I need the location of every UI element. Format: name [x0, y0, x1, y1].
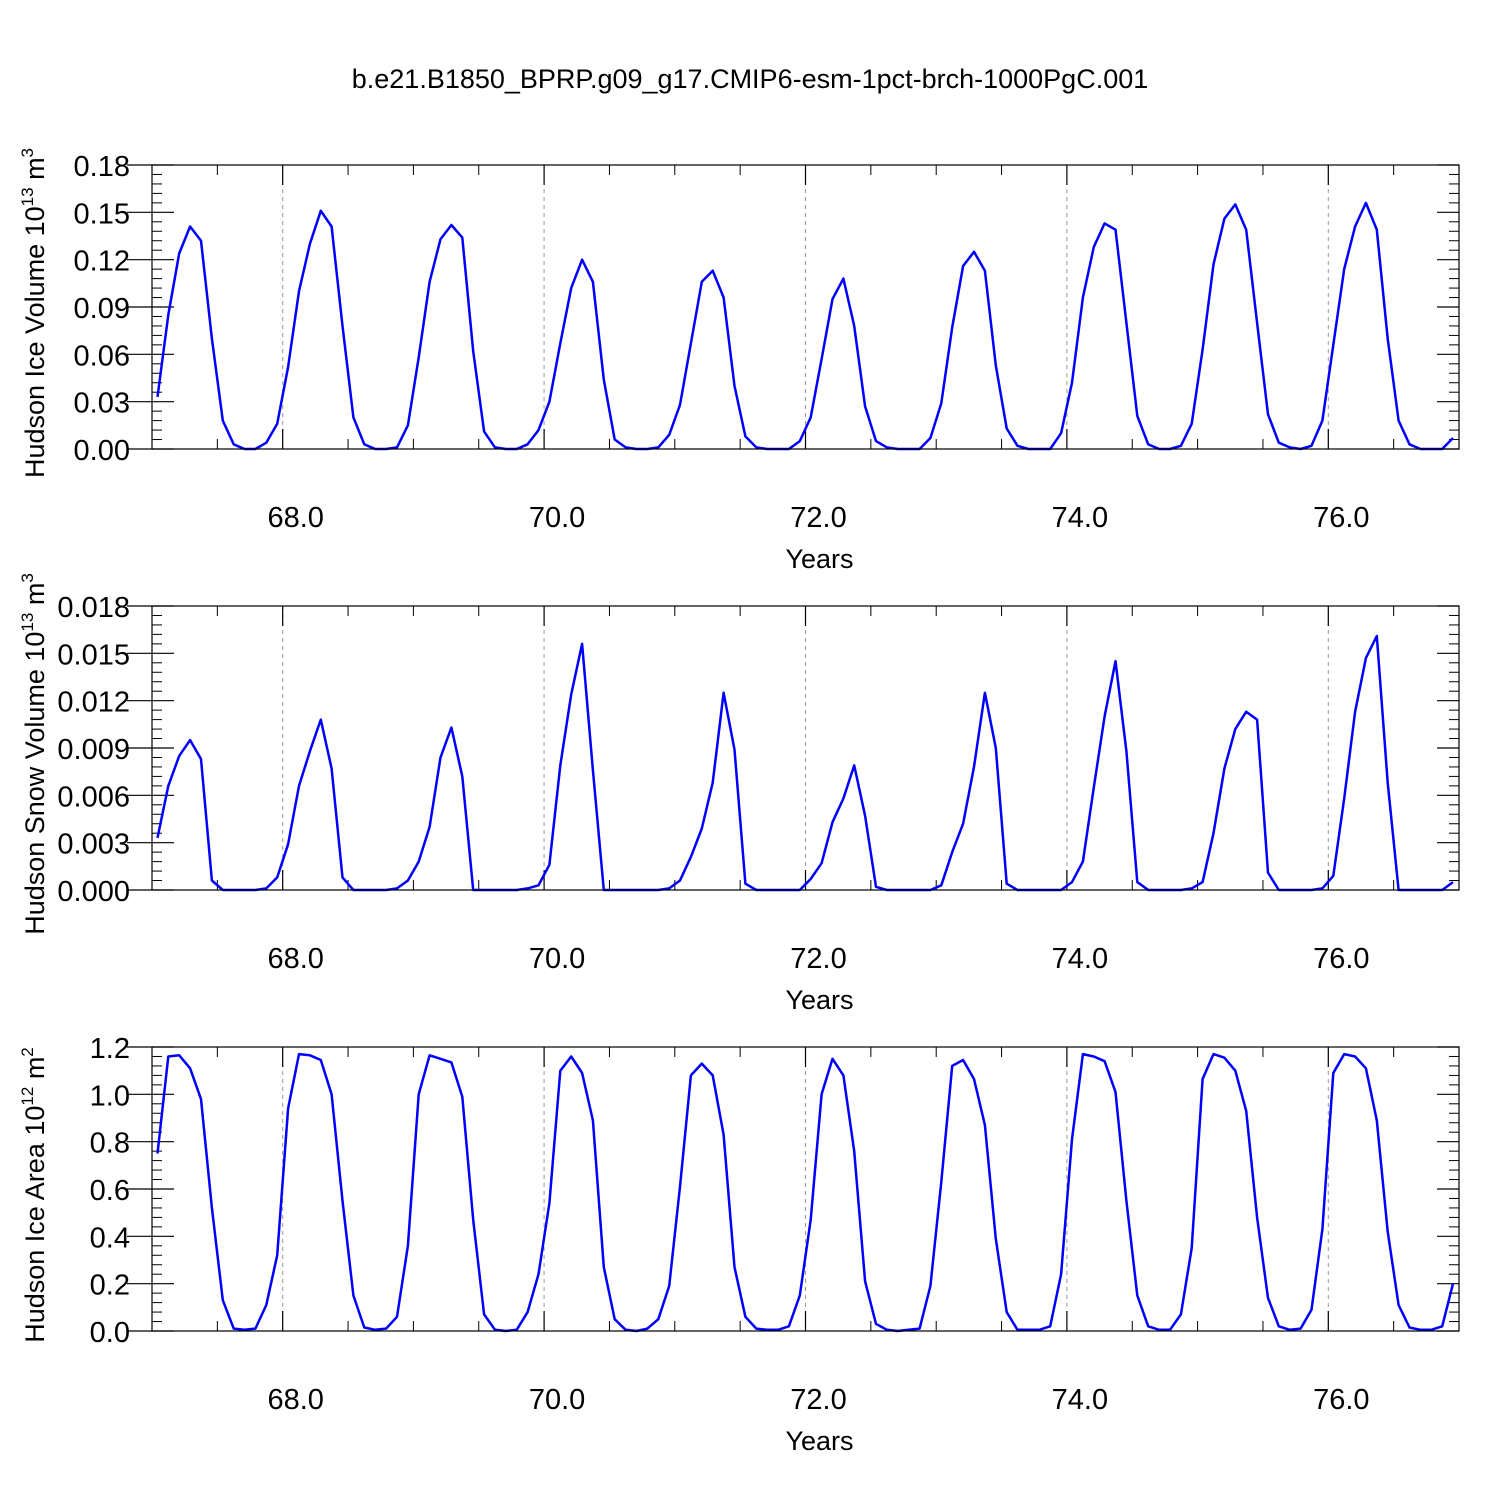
x-tick-label: 70.0	[529, 502, 585, 534]
plot-frame	[151, 1046, 1460, 1332]
x-tick-label: 68.0	[267, 1384, 323, 1416]
y-tick-label: 0.006	[57, 781, 130, 813]
series-line	[156, 1052, 1455, 1333]
plot-frame	[151, 164, 1460, 450]
y-tick-label: 0.6	[90, 1175, 130, 1207]
y-tick-label: 0.015	[57, 639, 130, 671]
y-tick-label: 0.06	[74, 340, 130, 372]
x-tick-label: 74.0	[1052, 1384, 1108, 1416]
x-tick-label: 72.0	[790, 943, 846, 975]
y-tick-label: 0.003	[57, 829, 130, 861]
x-tick-label: 70.0	[529, 943, 585, 975]
y-tick-label: 0.018	[57, 592, 130, 624]
y-tick-label: 0.4	[90, 1222, 130, 1254]
y-tick-label: 0.00	[74, 435, 130, 467]
x-tick-label: 74.0	[1052, 502, 1108, 534]
x-tick-label: 68.0	[267, 943, 323, 975]
series-line	[156, 201, 1454, 451]
y-tick-label: 0.12	[74, 246, 130, 278]
x-tick-label: 70.0	[529, 1384, 585, 1416]
x-tick-label: 76.0	[1313, 943, 1369, 975]
y-tick-label: 0.2	[90, 1270, 130, 1302]
y-axis-label: Hudson Ice Area 1012 m2	[18, 1047, 50, 1343]
x-tick-label: 72.0	[790, 1384, 846, 1416]
y-tick-label: 0.0	[90, 1317, 130, 1349]
x-tick-label: 76.0	[1313, 502, 1369, 534]
x-tick-label: 74.0	[1052, 943, 1108, 975]
y-tick-label: 0.012	[57, 687, 130, 719]
y-tick-label: 0.8	[90, 1128, 130, 1160]
y-tick-label: 0.000	[57, 876, 130, 908]
chart-panel-1: 0.00 0.03 0.06 0.09 0.12 0.15 0.18 68.0 70.0 72.0…	[18, 148, 1460, 574]
chart-panel-2: 0.000 0.003 0.006 0.009 0.012 0.015 0.018 68.0 7…	[18, 573, 1460, 1015]
y-tick-label: 0.15	[74, 198, 130, 230]
figure-title: b.e21.B1850_BPRP.g09_g17.CMIP6-esm-1pct-…	[351, 64, 1149, 94]
y-tick-label: 0.18	[74, 151, 130, 183]
y-tick-label: 0.009	[57, 734, 130, 766]
chart-panel-3: 0.0 0.2 0.4 0.6 0.8 1.0 1.2 68.0 70.0 72.0 74.0 76.…	[18, 1033, 1460, 1456]
series-line	[156, 634, 1454, 892]
plot-frame	[151, 605, 1460, 891]
x-tick-label: 68.0	[267, 502, 323, 534]
y-tick-label: 1.0	[90, 1080, 130, 1112]
x-axis-label: Years	[785, 544, 853, 574]
y-axis-label: Hudson Snow Volume 1013 m3	[18, 573, 50, 935]
y-tick-label: 0.09	[74, 293, 130, 325]
y-tick-label: 0.03	[74, 388, 130, 420]
x-axis-label: Years	[785, 985, 853, 1015]
x-tick-label: 72.0	[790, 502, 846, 534]
y-axis-label: Hudson Ice Volume 1013 m3	[18, 148, 50, 478]
x-axis-label: Years	[785, 1426, 853, 1456]
x-tick-label: 76.0	[1313, 1384, 1369, 1416]
y-tick-label: 1.2	[90, 1033, 130, 1065]
